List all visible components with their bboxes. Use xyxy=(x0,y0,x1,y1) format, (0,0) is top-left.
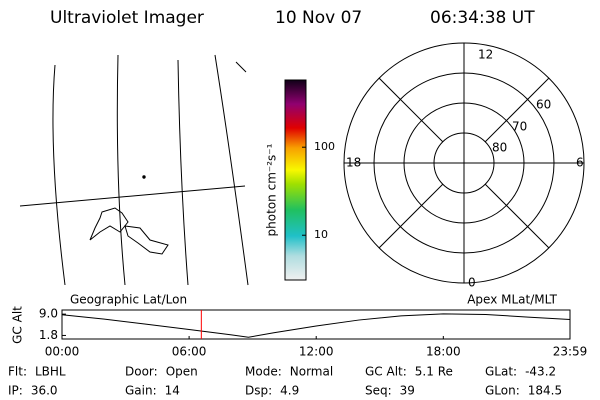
info-value: Open xyxy=(166,365,198,379)
info-value: 36.0 xyxy=(31,384,58,398)
info-value: 14 xyxy=(165,384,180,398)
info-label: Gain: xyxy=(125,384,157,398)
info-label: IP: xyxy=(8,384,23,398)
x-tick-label: 00:00 xyxy=(45,345,80,359)
mlt-label: 0 xyxy=(468,276,476,290)
time: 06:34:38 UT xyxy=(430,8,535,28)
info-label: Mode: xyxy=(245,365,282,379)
y-tick-label: 1.8 xyxy=(39,328,58,342)
mlt-label: 6 xyxy=(576,156,584,170)
lat-label: 60 xyxy=(536,98,551,112)
lat-label: 80 xyxy=(492,141,507,155)
altitude-line xyxy=(61,313,571,338)
lat-label: 70 xyxy=(512,120,527,134)
info-value: -43.2 xyxy=(525,365,556,379)
info-value: 184.5 xyxy=(528,384,562,398)
title: Ultraviolet Imager xyxy=(50,8,204,28)
info-label: Dsp: xyxy=(245,384,272,398)
right-title: Apex MLat/MLT xyxy=(467,293,557,307)
info-label: GLat: xyxy=(485,365,517,379)
info-label: GLon: xyxy=(485,384,520,398)
colorbar-label: photon cm⁻²s⁻¹ xyxy=(265,143,279,236)
y-tick-label: 9.0 xyxy=(39,307,58,321)
info-label: Flt: xyxy=(8,365,27,379)
info-label: GC Alt: xyxy=(365,365,407,379)
polar-grid xyxy=(343,42,585,284)
info-value: 5.1 Re xyxy=(415,365,453,379)
info-value: LBHL xyxy=(35,365,66,379)
mlt-label: 18 xyxy=(346,156,361,170)
x-tick-label: 23:59 xyxy=(553,345,588,359)
plot-frame xyxy=(61,309,571,340)
x-tick-label: 12:00 xyxy=(299,345,334,359)
colorbar xyxy=(284,79,307,281)
y-label: GC Alt xyxy=(11,306,25,344)
info-value: Normal xyxy=(290,365,333,379)
x-tick-label: 18:00 xyxy=(426,345,461,359)
colorbar-tick-label: 100 xyxy=(314,140,335,153)
x-tick-label: 06:00 xyxy=(172,345,207,359)
colorbar-tick-label: 10 xyxy=(314,228,328,241)
left-title: Geographic Lat/Lon xyxy=(70,293,187,307)
date: 10 Nov 07 xyxy=(275,8,362,28)
info-value: 4.9 xyxy=(280,384,299,398)
info-label: Seq: xyxy=(365,384,392,398)
map xyxy=(19,54,249,286)
info-label: Door: xyxy=(125,365,158,379)
mlt-label: 12 xyxy=(478,48,493,62)
info-value: 39 xyxy=(400,384,415,398)
